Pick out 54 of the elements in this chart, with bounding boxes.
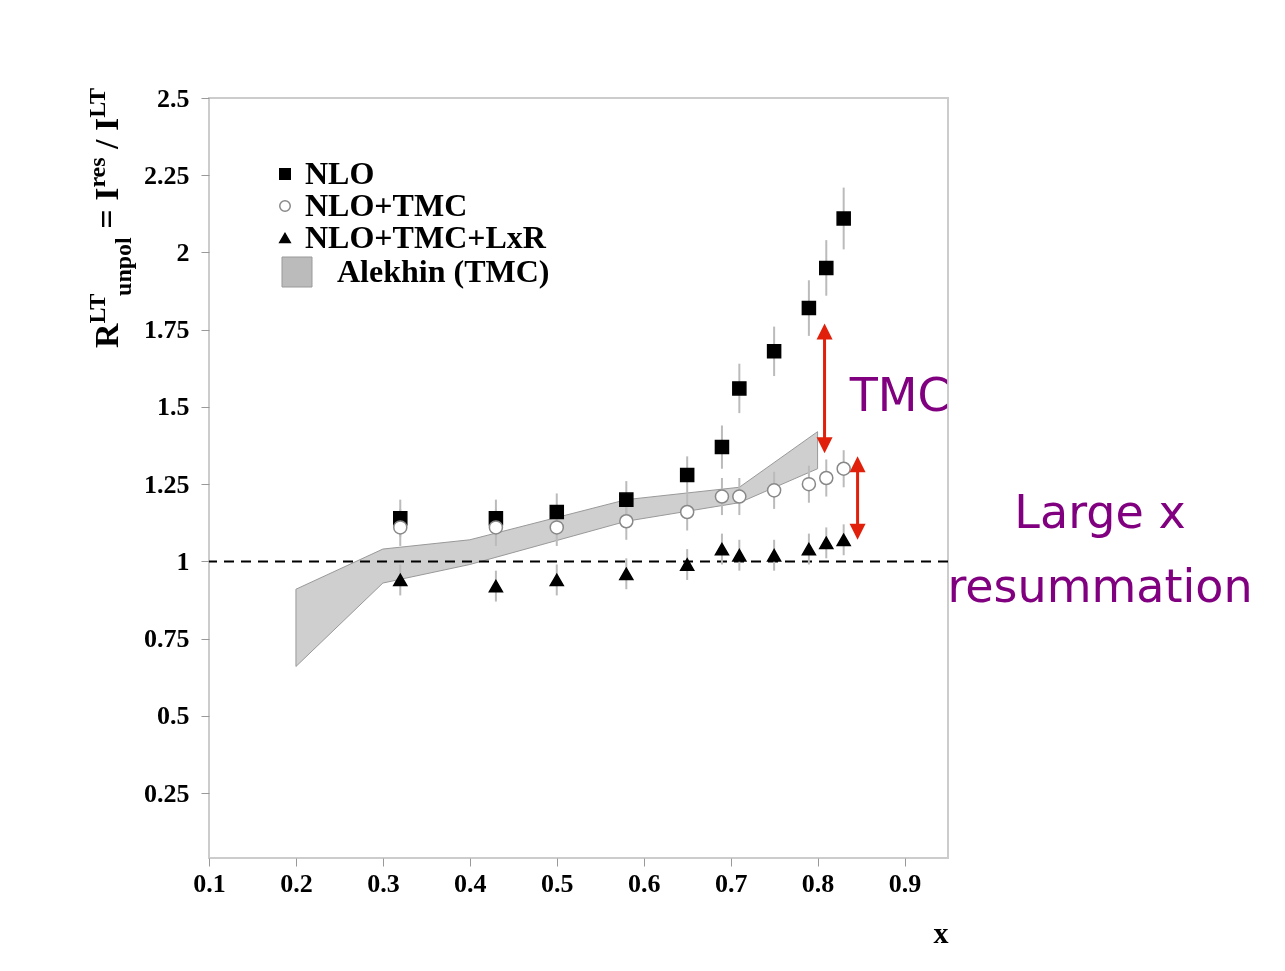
point (801, 300, 817, 316)
annotation: TMC (848, 367, 950, 422)
point (393, 573, 408, 587)
point (488, 520, 504, 535)
x-tick-label: 0.7 (714, 868, 748, 898)
y-tick-label: 0.5 (157, 701, 190, 731)
point (679, 558, 695, 571)
x-tick-label: 0.8 (801, 868, 835, 898)
x-tick-label: 0.3 (367, 868, 400, 898)
point (619, 492, 634, 507)
x-axis-title: x (933, 915, 949, 949)
point (714, 542, 730, 556)
y-tick-label: 2.25 (144, 160, 190, 190)
point (836, 533, 851, 547)
y-tick-label: 1.75 (144, 315, 190, 345)
point (488, 579, 504, 593)
y-tick-label: 1.5 (157, 392, 190, 422)
point (766, 548, 782, 562)
point (549, 573, 565, 587)
point (819, 260, 834, 276)
point (679, 467, 695, 483)
legend-label: Alekhin (TMC) (337, 253, 550, 289)
point (393, 520, 408, 535)
point (801, 542, 817, 556)
y-tick-label: 2 (176, 237, 190, 267)
x-tick-label: 0.6 (627, 868, 661, 898)
y-tick-label: 1 (176, 546, 190, 576)
y-tick-label: 0.75 (144, 624, 190, 654)
y-tick-label: 1.25 (144, 469, 190, 499)
point (801, 476, 817, 492)
point (836, 211, 851, 226)
point (619, 514, 634, 529)
point (819, 536, 834, 550)
point (836, 461, 851, 476)
point (732, 489, 747, 504)
y-tick-label: 0.25 (144, 778, 190, 808)
x-tick-label: 0.1 (193, 868, 226, 898)
x-tick-label: 0.9 (888, 868, 922, 898)
point (732, 381, 747, 396)
y-tick-label: 2.5 (157, 83, 190, 113)
x-tick-label: 0.2 (280, 868, 313, 898)
point (714, 439, 730, 455)
point (549, 520, 565, 535)
annotation: Large x resummation (947, 484, 1253, 613)
point (679, 504, 695, 520)
x-tick-label: 0.4 (454, 868, 487, 898)
point (732, 548, 747, 562)
point (766, 344, 782, 359)
point (819, 470, 834, 486)
point (714, 489, 730, 504)
point (549, 504, 565, 520)
point (619, 567, 634, 581)
point (766, 483, 782, 498)
x-tick-label: 0.5 (541, 868, 574, 898)
